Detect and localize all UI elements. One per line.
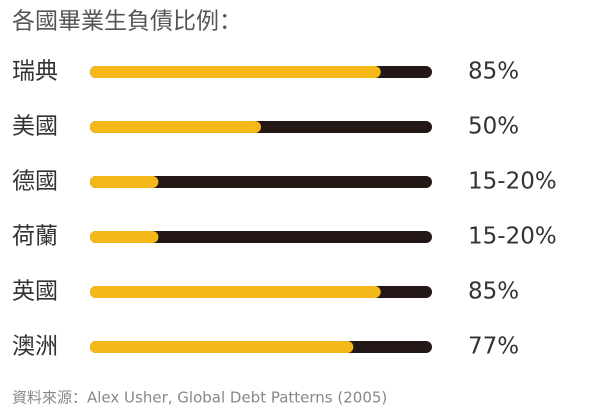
bar-track — [90, 176, 432, 188]
value-label: 15-20% — [468, 169, 557, 195]
category-label: 美國 — [12, 114, 58, 140]
bar — [90, 341, 354, 353]
category-label: 德國 — [12, 169, 58, 195]
category-label: 澳洲 — [12, 334, 58, 360]
value-label: 50% — [468, 114, 519, 140]
source-note: 資料來源：Alex Usher, Global Debt Patterns (2… — [12, 389, 387, 407]
value-label: 85% — [468, 279, 519, 305]
value-label: 15-20% — [468, 224, 557, 250]
bar — [90, 176, 159, 188]
bar — [90, 121, 261, 133]
category-label: 英國 — [12, 279, 58, 305]
bar — [90, 231, 159, 243]
category-label: 荷蘭 — [12, 224, 58, 250]
value-label: 85% — [468, 59, 519, 85]
bar-track — [90, 231, 432, 243]
bar — [90, 286, 381, 298]
category-label: 瑞典 — [12, 59, 58, 85]
value-label: 77% — [468, 334, 519, 360]
chart-title: 各國畢業生負債比例： — [12, 9, 242, 35]
bar — [90, 66, 381, 78]
